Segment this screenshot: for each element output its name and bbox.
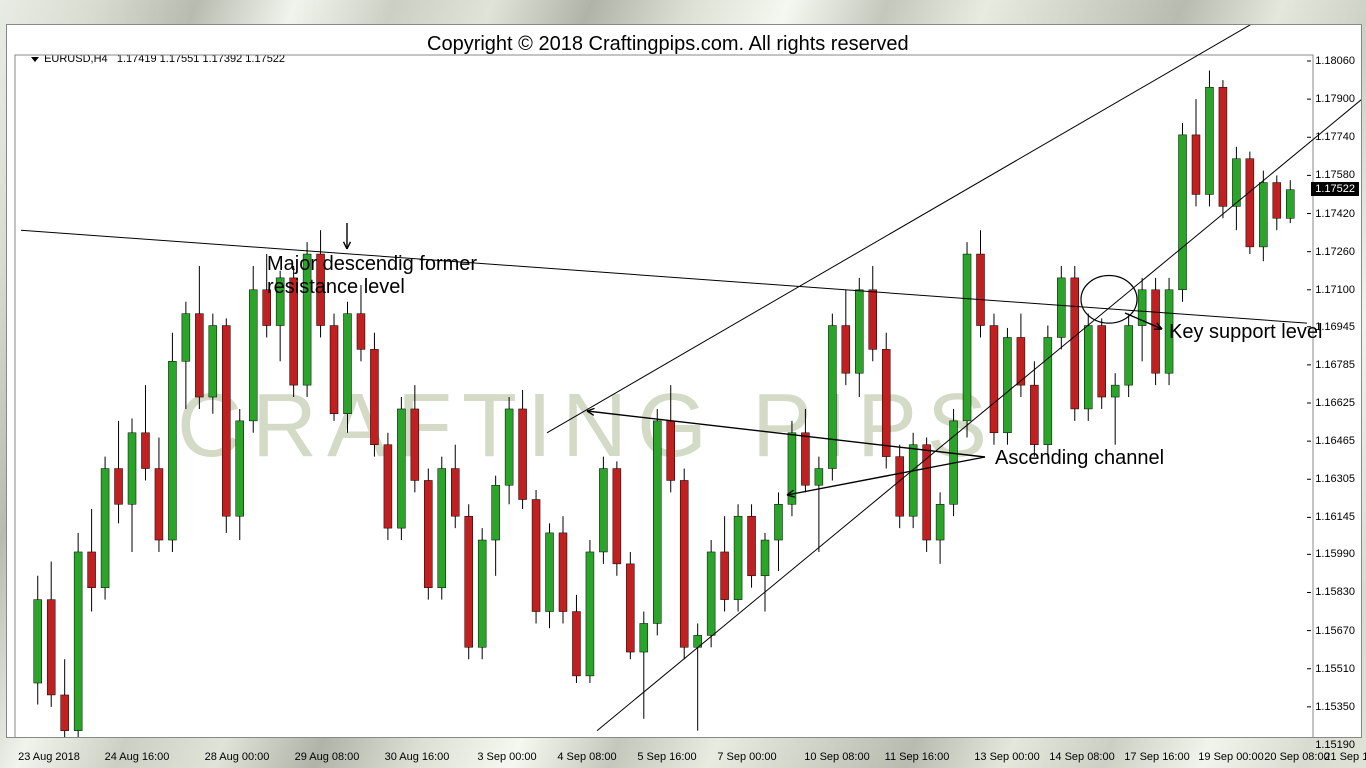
annotation-descending-resistance: Major descendig formerresistance level bbox=[267, 253, 477, 299]
y-tick-label: 1.15190 bbox=[1315, 739, 1355, 751]
x-tick-label: 19 Sep 00:00 bbox=[1198, 751, 1263, 763]
y-tick-label: 1.17900 bbox=[1315, 93, 1355, 105]
y-tick-label: 1.15670 bbox=[1315, 625, 1355, 637]
y-tick-label: 1.17740 bbox=[1315, 131, 1355, 143]
x-tick-label: 3 Sep 00:00 bbox=[477, 751, 536, 763]
x-tick-label: 4 Sep 08:00 bbox=[557, 751, 616, 763]
x-tick-label: 30 Aug 16:00 bbox=[385, 751, 450, 763]
y-tick-label: 1.16625 bbox=[1315, 397, 1355, 409]
y-tick-label: 1.15990 bbox=[1315, 548, 1355, 560]
y-tick-label: 1.17580 bbox=[1315, 169, 1355, 181]
x-tick-label: 28 Aug 00:00 bbox=[205, 751, 270, 763]
x-tick-label: 5 Sep 16:00 bbox=[637, 751, 696, 763]
y-tick-label: 1.18060 bbox=[1315, 55, 1355, 67]
chart-frame: EURUSD,H4 1.17419 1.17551 1.17392 1.1752… bbox=[6, 24, 1362, 738]
y-tick-label: 1.16785 bbox=[1315, 359, 1355, 371]
y-tick-label: 1.17260 bbox=[1315, 246, 1355, 258]
chart-svg bbox=[7, 25, 1361, 737]
x-tick-label: 29 Aug 08:00 bbox=[295, 751, 360, 763]
annotation-ascending-channel: Ascending channel bbox=[995, 447, 1164, 470]
annotation-key-support: Key support level bbox=[1169, 321, 1322, 344]
x-tick-label: 17 Sep 16:00 bbox=[1124, 751, 1189, 763]
current-price-tag: 1.17522 bbox=[1311, 182, 1359, 196]
x-tick-label: 11 Sep 16:00 bbox=[885, 751, 950, 763]
x-tick-label: 20 Sep 08:00 bbox=[1264, 751, 1329, 763]
x-tick-label: 10 Sep 08:00 bbox=[804, 751, 869, 763]
x-tick-label: 24 Aug 16:00 bbox=[105, 751, 170, 763]
y-tick-label: 1.15830 bbox=[1315, 586, 1355, 598]
y-tick-label: 1.16465 bbox=[1315, 435, 1355, 447]
y-tick-label: 1.15510 bbox=[1315, 663, 1355, 675]
x-tick-label: 7 Sep 00:00 bbox=[717, 751, 776, 763]
x-tick-label: 13 Sep 00:00 bbox=[974, 751, 1039, 763]
x-tick-label: 21 Sep 16:00 bbox=[1324, 751, 1366, 763]
x-tick-label: 23 Aug 2018 bbox=[18, 751, 80, 763]
y-tick-label: 1.15350 bbox=[1315, 701, 1355, 713]
y-tick-label: 1.16145 bbox=[1315, 511, 1355, 523]
y-tick-label: 1.17100 bbox=[1315, 284, 1355, 296]
page-background: EURUSD,H4 1.17419 1.17551 1.17392 1.1752… bbox=[0, 0, 1366, 768]
y-tick-label: 1.17420 bbox=[1315, 208, 1355, 220]
y-tick-label: 1.16305 bbox=[1315, 473, 1355, 485]
x-tick-label: 14 Sep 08:00 bbox=[1049, 751, 1114, 763]
